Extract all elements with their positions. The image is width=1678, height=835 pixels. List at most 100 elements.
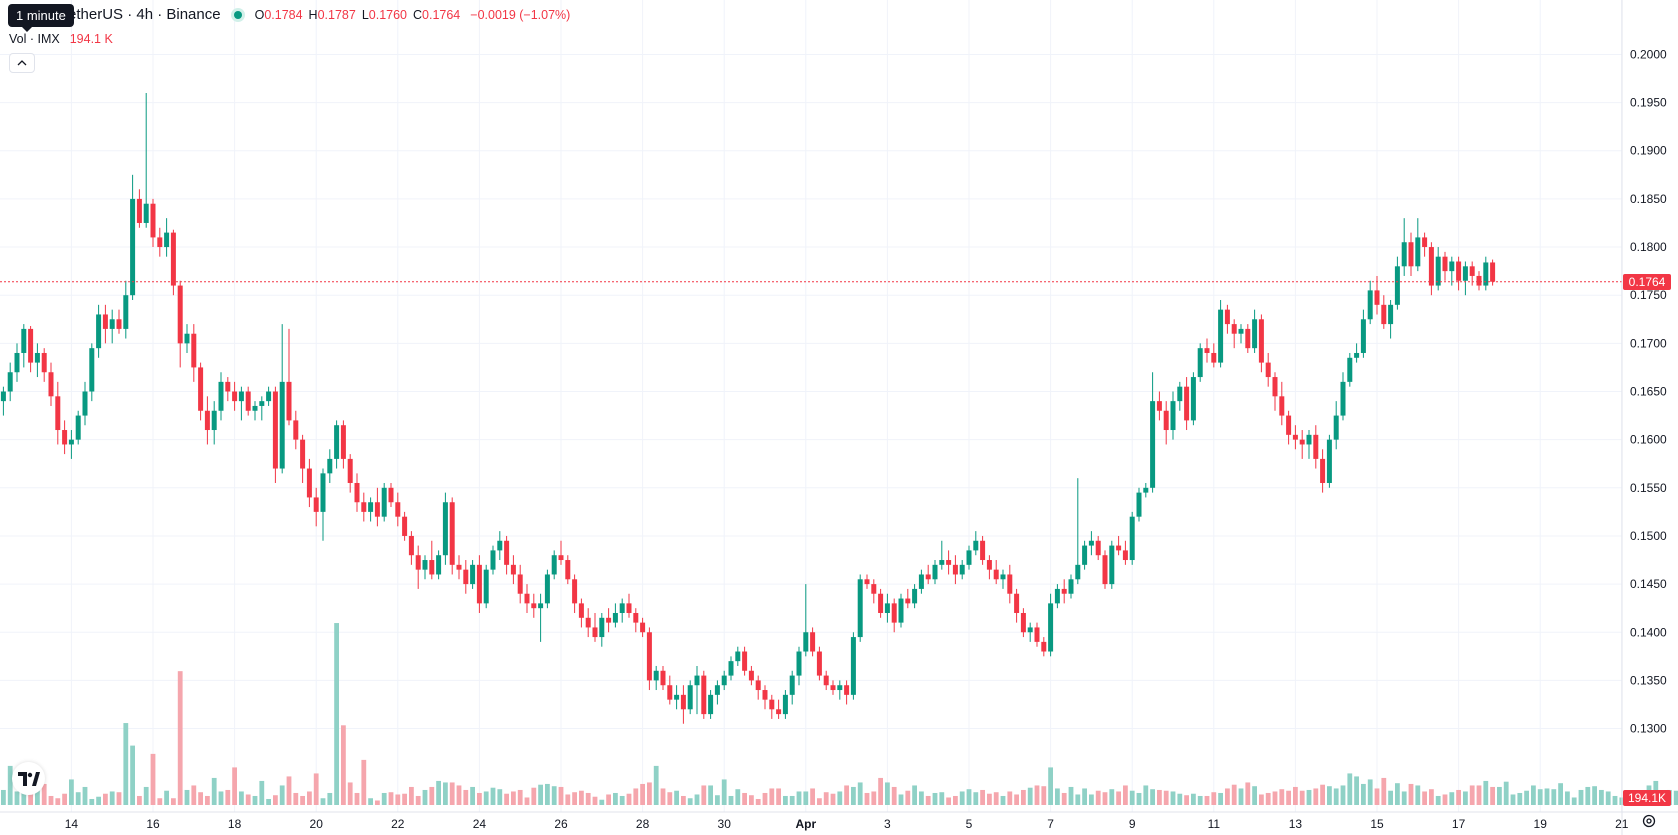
- symbol-legend: etherUS · 4h · Binance O0.1784 H0.1787 L…: [8, 6, 570, 23]
- candle: [1136, 487, 1142, 522]
- candle: [1082, 540, 1088, 570]
- candle-body: [1190, 377, 1196, 421]
- volume-bar: [905, 790, 911, 805]
- volume-bar: [1211, 792, 1217, 805]
- price-tick-label: 0.1900: [1630, 144, 1667, 158]
- volume-bar: [198, 792, 203, 805]
- price-axis[interactable]: 0.1300 0.1350 0.1400 0.1450 0.1500 0.1550 0.16…: [1621, 0, 1667, 835]
- volume-bar: [776, 788, 781, 805]
- candle-body: [612, 612, 618, 623]
- candle-body: [1306, 434, 1312, 445]
- candle: [1068, 574, 1074, 599]
- candle: [388, 482, 394, 508]
- volume-bar: [1272, 791, 1278, 805]
- candle-body: [524, 593, 530, 604]
- volume-bar: [538, 784, 543, 805]
- candle-body: [470, 564, 476, 585]
- candle: [1163, 401, 1169, 445]
- candle-body: [1279, 396, 1285, 416]
- candle-body: [1408, 242, 1414, 267]
- candle-body: [75, 415, 81, 440]
- candle-body: [232, 391, 238, 402]
- market-status-icon: [230, 7, 245, 22]
- volume-bar: [1265, 792, 1271, 805]
- candle-body: [626, 603, 632, 613]
- candle: [714, 680, 720, 705]
- candle-body: [884, 603, 890, 613]
- candle-body: [1211, 352, 1217, 363]
- volume-bar: [531, 787, 537, 805]
- volume-bar: [1503, 781, 1509, 805]
- candle: [667, 675, 673, 705]
- volume-bar: [796, 791, 802, 805]
- volume-bar: [1483, 780, 1489, 805]
- volume-bar: [619, 795, 625, 805]
- candle-body: [415, 555, 421, 570]
- candle-body: [1088, 540, 1094, 546]
- candle-body: [218, 381, 224, 411]
- volume-bar: [123, 723, 129, 805]
- candle: [830, 680, 836, 695]
- candle: [198, 362, 204, 421]
- candle-body: [1286, 415, 1292, 435]
- volume-bar: [347, 782, 353, 805]
- candle: [232, 381, 238, 411]
- volume-bar: [1585, 786, 1591, 805]
- volume-bar: [55, 798, 61, 805]
- price-tick-label: 0.1700: [1630, 336, 1667, 350]
- candle-body: [1490, 262, 1496, 282]
- candle: [1265, 352, 1271, 387]
- candle: [1367, 280, 1373, 325]
- collapse-legend-button[interactable]: [9, 53, 35, 73]
- volume-bar: [1415, 785, 1421, 805]
- candle-body: [1245, 328, 1251, 349]
- candle: [878, 588, 884, 618]
- candle: [28, 326, 34, 373]
- volume-bar: [1429, 789, 1434, 805]
- candle-body: [1435, 256, 1441, 286]
- volume-label[interactable]: Vol · IMX: [9, 32, 60, 46]
- volume-bar: [1252, 786, 1257, 805]
- time-tick-label: 26: [554, 817, 568, 831]
- candle: [1034, 622, 1040, 647]
- candle: [742, 646, 748, 676]
- candle-body: [334, 425, 340, 459]
- candle: [898, 593, 904, 628]
- candle: [952, 555, 958, 585]
- gear-icon[interactable]: [1641, 813, 1657, 829]
- volume-bar: [558, 786, 564, 805]
- candle-body: [1068, 579, 1074, 594]
- tradingview-logo-icon[interactable]: [12, 762, 45, 795]
- candle-body: [755, 680, 761, 691]
- candle: [402, 511, 408, 541]
- candle: [1456, 256, 1462, 291]
- candle: [1218, 300, 1224, 368]
- time-tick-label: 19: [1534, 817, 1548, 831]
- candle: [735, 646, 741, 666]
- candle-body: [1116, 545, 1122, 551]
- volume-bar: [844, 785, 849, 805]
- time-tick-label: Apr: [795, 817, 816, 831]
- volume-bar: [449, 782, 455, 805]
- candle-body: [184, 333, 190, 344]
- candle-body: [959, 564, 965, 575]
- last-price-tag: 0.1764: [1623, 273, 1671, 290]
- volume-bar: [708, 785, 713, 805]
- volume-bar: [1082, 788, 1087, 805]
- candle: [1027, 622, 1033, 642]
- candle: [1252, 309, 1258, 353]
- candle-body: [1231, 324, 1237, 334]
- candle-body: [551, 555, 557, 575]
- candle-body: [225, 381, 231, 392]
- candle-body: [1095, 540, 1101, 556]
- volume-bar: [1157, 789, 1162, 805]
- symbol-title[interactable]: etherUS · 4h · Binance: [68, 6, 221, 23]
- volume-bar: [1204, 795, 1210, 805]
- volume-bar: [245, 794, 251, 805]
- candle: [245, 386, 251, 416]
- candle-body: [1150, 401, 1156, 488]
- time-axis[interactable]: 141618202224262830Apr3579111315171921232…: [0, 811, 1678, 831]
- candle-body: [694, 675, 700, 686]
- time-tick-label: 18: [228, 817, 242, 831]
